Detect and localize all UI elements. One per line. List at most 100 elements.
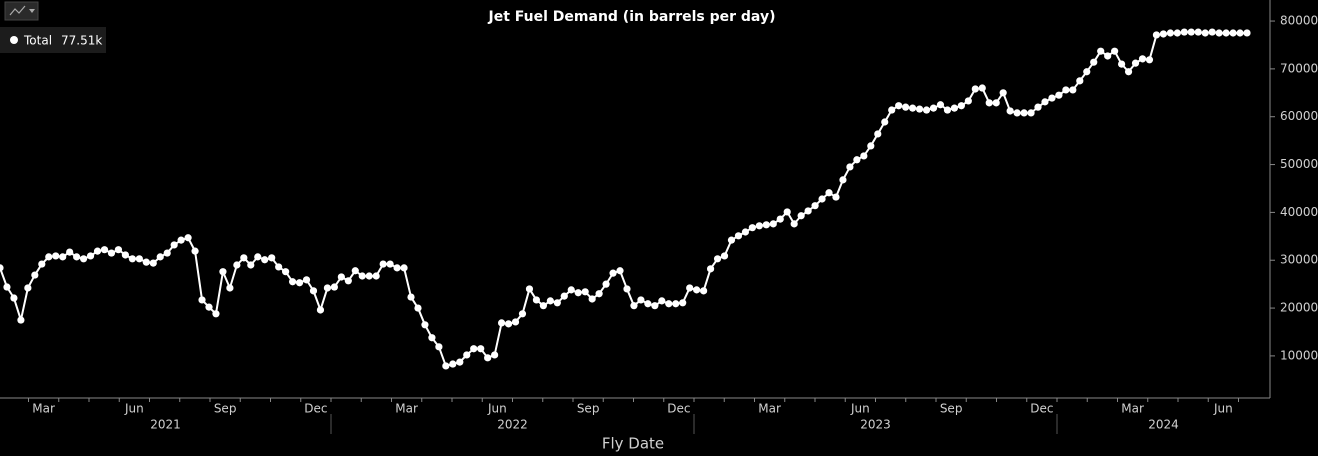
data-point xyxy=(212,310,220,318)
data-point xyxy=(198,296,206,304)
data-point xyxy=(205,303,213,311)
data-point xyxy=(1243,29,1251,37)
data-point xyxy=(818,195,826,203)
data-point xyxy=(525,285,534,293)
x-year-label: 2024 xyxy=(1148,418,1179,432)
data-point xyxy=(73,253,81,261)
x-month-label: Mar xyxy=(32,402,55,416)
data-point xyxy=(59,253,67,261)
data-point xyxy=(609,269,617,277)
data-point xyxy=(867,142,875,150)
data-point xyxy=(727,236,736,244)
x-year-label: 2023 xyxy=(860,418,891,432)
data-point xyxy=(623,285,631,293)
data-point xyxy=(1097,47,1105,55)
data-point xyxy=(672,300,680,308)
data-point xyxy=(0,264,4,272)
x-month-label: Jun xyxy=(850,402,870,416)
data-point xyxy=(1229,29,1237,37)
data-point xyxy=(1104,52,1112,60)
data-point xyxy=(616,267,624,275)
data-point xyxy=(1062,86,1070,94)
data-point xyxy=(1222,29,1230,37)
data-point xyxy=(658,297,666,305)
y-tick-label: 50000 xyxy=(1280,157,1318,171)
data-point xyxy=(1180,28,1188,36)
data-point xyxy=(470,345,478,353)
data-point xyxy=(922,106,931,114)
data-point xyxy=(295,279,304,287)
data-point xyxy=(1152,31,1161,39)
data-point xyxy=(1201,29,1209,37)
data-point xyxy=(811,202,819,210)
legend-marker xyxy=(10,36,18,44)
data-point xyxy=(1013,109,1021,117)
x-month-label: Mar xyxy=(758,402,781,416)
data-point xyxy=(651,302,659,310)
data-point xyxy=(379,260,387,268)
data-point xyxy=(226,284,234,292)
data-point xyxy=(358,272,366,280)
data-point xyxy=(45,253,53,261)
data-point xyxy=(560,292,568,300)
data-point xyxy=(881,118,889,126)
data-point xyxy=(1006,107,1014,115)
data-point xyxy=(686,284,694,292)
data-point xyxy=(435,343,443,351)
data-point xyxy=(1187,28,1195,36)
data-point xyxy=(344,277,352,285)
data-point xyxy=(449,360,457,368)
data-point xyxy=(504,320,513,328)
data-point xyxy=(1173,29,1181,37)
data-point xyxy=(679,299,687,307)
data-point xyxy=(734,232,743,240)
x-year-label: 2021 xyxy=(150,418,181,432)
x-month-label: Jun xyxy=(124,402,144,416)
data-point xyxy=(1236,29,1244,37)
data-point xyxy=(93,247,102,255)
data-point xyxy=(539,302,547,310)
data-point xyxy=(497,319,506,327)
data-point xyxy=(706,265,715,273)
data-point xyxy=(407,293,415,301)
data-point xyxy=(665,300,673,308)
data-point xyxy=(261,256,269,264)
data-point xyxy=(288,278,297,286)
data-point xyxy=(142,258,150,266)
data-point xyxy=(233,261,241,269)
data-point xyxy=(1208,28,1216,36)
data-point xyxy=(853,156,861,164)
data-point xyxy=(783,208,791,216)
data-point xyxy=(1215,29,1223,37)
data-point xyxy=(170,241,178,249)
y-tick-label: 40000 xyxy=(1280,205,1318,219)
x-month-label: Jun xyxy=(1213,402,1233,416)
data-point xyxy=(790,220,798,228)
data-point xyxy=(282,268,290,276)
data-point xyxy=(484,354,492,362)
data-point xyxy=(644,300,652,308)
data-point xyxy=(400,264,408,272)
chart-type-button[interactable] xyxy=(4,1,39,21)
data-point xyxy=(755,222,763,230)
data-point xyxy=(971,85,979,93)
data-point xyxy=(804,207,812,215)
data-point xyxy=(895,102,903,110)
x-month-label: Jun xyxy=(487,402,507,416)
x-month-label: Dec xyxy=(304,402,327,416)
data-point xyxy=(700,287,708,295)
data-point xyxy=(219,268,227,276)
data-point xyxy=(10,294,18,302)
data-point xyxy=(1118,60,1126,68)
data-point xyxy=(1145,56,1154,64)
data-point xyxy=(1027,109,1035,117)
data-point xyxy=(86,252,95,260)
data-point xyxy=(163,249,171,257)
data-point xyxy=(553,299,561,307)
data-point xyxy=(254,253,262,261)
data-point xyxy=(602,280,610,288)
data-point xyxy=(17,316,25,324)
data-point xyxy=(386,260,394,268)
